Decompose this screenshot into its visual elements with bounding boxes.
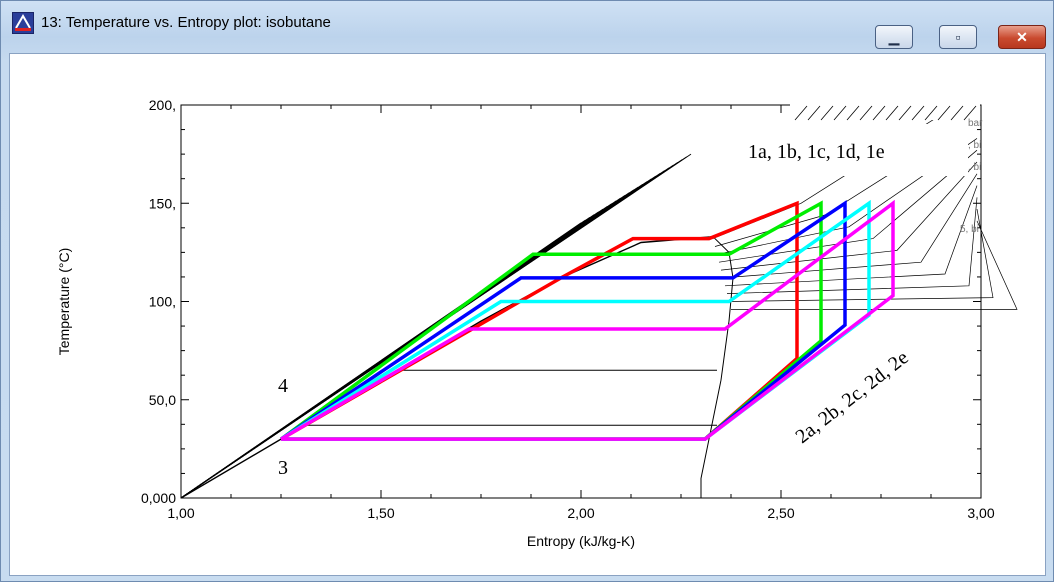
state-3-label: 3 bbox=[278, 457, 288, 479]
legend-hatch bbox=[807, 105, 821, 121]
legend-hatch bbox=[924, 105, 938, 121]
legend-hatch bbox=[885, 105, 899, 121]
x-tick-label: 1,50 bbox=[367, 505, 394, 521]
legend-entry-fragment: 5, bi bbox=[960, 224, 979, 235]
x-tick-label: 2,00 bbox=[567, 505, 594, 521]
minimize-button[interactable]: ▁ bbox=[875, 25, 913, 49]
title-bar[interactable]: 13: Temperature vs. Entropy plot: isobut… bbox=[1, 1, 1053, 49]
close-icon: ✕ bbox=[1016, 28, 1028, 45]
superheat-isobar bbox=[720, 161, 978, 271]
y-tick-label: 100, bbox=[149, 294, 176, 310]
maximize-icon: ▫ bbox=[955, 29, 961, 45]
legend-hatch bbox=[859, 105, 873, 121]
superheat-isobar bbox=[726, 197, 978, 294]
legend-entry-fragment: bar bbox=[968, 118, 983, 129]
x-tick-label: 2,50 bbox=[767, 505, 794, 521]
legend-hatch bbox=[820, 105, 834, 121]
cycle-series-0 bbox=[280, 200, 799, 441]
maximize-button[interactable]: ▫ bbox=[939, 25, 977, 49]
superheat-isobar bbox=[731, 220, 1018, 310]
close-button[interactable]: ✕ bbox=[998, 25, 1046, 49]
ts-chart: 1,00 1,50 2,00 2,50 3,00 0,000 50,0 100, 150, 200… bbox=[56, 97, 1018, 549]
legend-box: bar , bi , bi 5, bi bbox=[738, 102, 983, 235]
legend-entry-fragment: , bi bbox=[968, 162, 981, 173]
superheat-isobar bbox=[728, 209, 994, 302]
label-card bbox=[738, 124, 968, 176]
legend-hatch bbox=[937, 105, 951, 121]
y-tick-label: 50,0 bbox=[149, 392, 176, 408]
legend-hatch bbox=[872, 105, 886, 121]
y-axis-label: Temperature (°C) bbox=[56, 248, 72, 356]
window-title: 13: Temperature vs. Entropy plot: isobut… bbox=[41, 14, 331, 31]
state-1-label: 1a, 1b, 1c, 1d, 1e bbox=[748, 141, 885, 163]
legend-hatch bbox=[898, 105, 912, 121]
plot-area-panel: 1,00 1,50 2,00 2,50 3,00 0,000 50,0 100, 150, 200… bbox=[9, 53, 1046, 576]
legend-entry-fragment: , bi bbox=[968, 140, 981, 151]
y-tick-label: 0,000 bbox=[141, 490, 176, 506]
legend-background bbox=[790, 102, 980, 120]
legend-hatch bbox=[846, 105, 860, 121]
saturated-liquid-line bbox=[180, 236, 714, 499]
cycle-series-3 bbox=[280, 199, 871, 441]
app-icon bbox=[12, 12, 34, 34]
minimize-icon: ▁ bbox=[888, 28, 900, 45]
state-4-label: 4 bbox=[278, 375, 288, 397]
cycle-series-1 bbox=[279, 200, 823, 441]
x-axis-label: Entropy (kJ/kg-K) bbox=[527, 533, 635, 549]
legend-hatch bbox=[950, 105, 964, 121]
legend-hatch bbox=[911, 105, 925, 121]
x-tick-label: 1,00 bbox=[167, 505, 194, 521]
superheat-isobar bbox=[722, 173, 978, 279]
legend-hatch bbox=[794, 105, 808, 121]
y-tick-label: 200, bbox=[149, 97, 176, 113]
cycle-series-4 bbox=[280, 199, 895, 441]
x-tick-label: 3,00 bbox=[967, 505, 994, 521]
legend-hatch bbox=[833, 105, 847, 121]
y-tick-label: 150, bbox=[149, 195, 176, 211]
legend-hatch bbox=[963, 105, 977, 121]
saturated-vapor-line bbox=[700, 236, 734, 498]
